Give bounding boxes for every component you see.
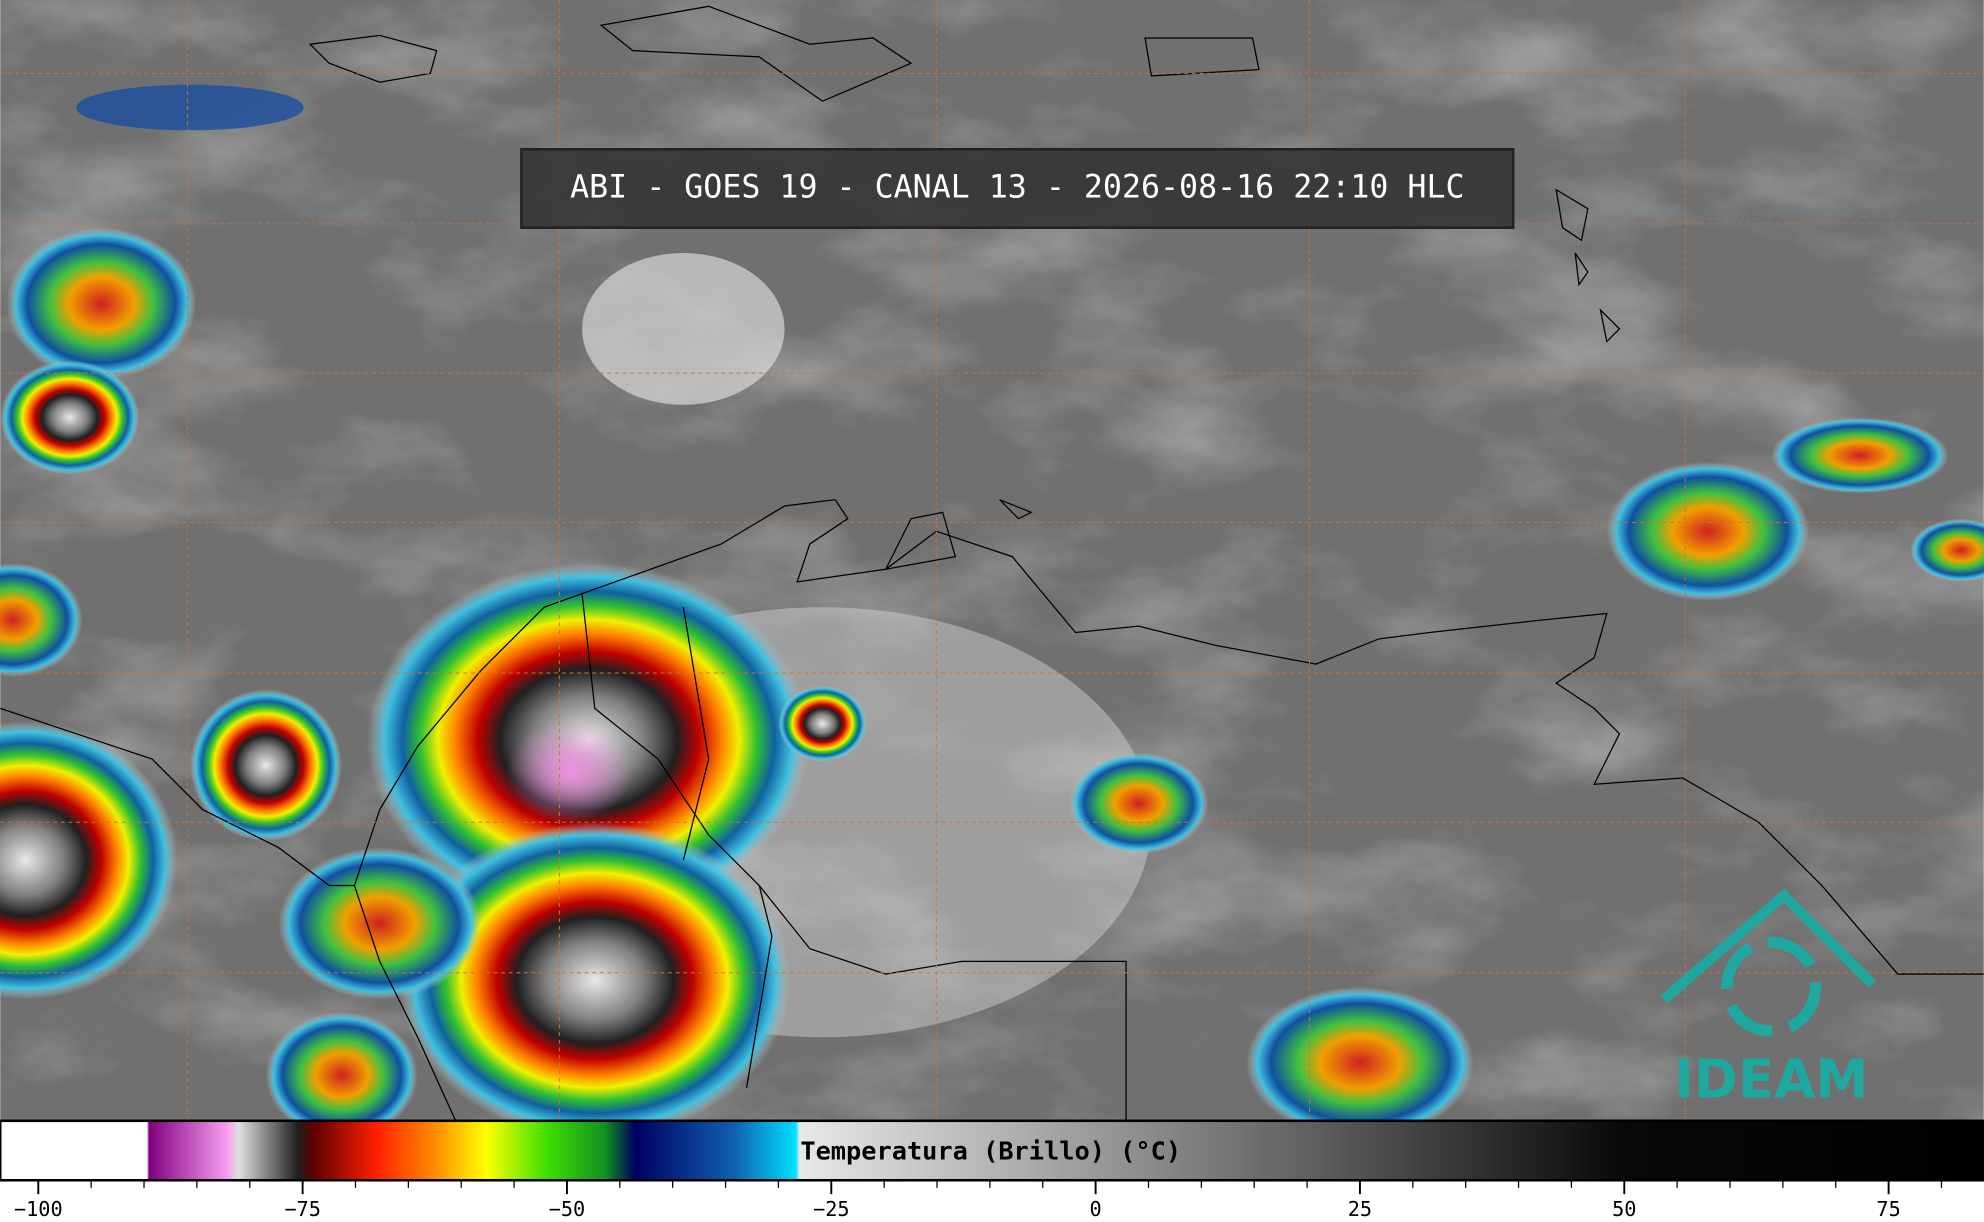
cell [0,562,83,677]
colorbar: Temperatura (Brillo) (°C) −100 −75 −50 −25 0… [0,1119,1984,1221]
tick-label: −100 [14,1197,63,1221]
logo-text: IDEAM [1674,1048,1868,1110]
tick-label: 50 [1612,1197,1636,1221]
coastlines [0,5,1984,1122]
storm [0,721,178,1000]
storm [398,822,791,1139]
cell [1771,417,1949,494]
cloud-deck [582,253,785,405]
cell [1606,461,1810,601]
coast [0,707,355,887]
tick-label: −50 [549,1197,586,1221]
title: ABI - GOES 19 - CANAL 13 - 2026-08-16 22… [570,169,1464,205]
cell [1910,518,1984,582]
title-box [520,148,1515,229]
colorbar-label: Temperatura (Brillo) (°C) [800,1136,1181,1165]
coast [480,499,1984,975]
storm [778,685,867,762]
cell [1069,752,1209,854]
tick-label: −75 [284,1197,321,1221]
tick-label: −25 [813,1197,850,1221]
logo-roof [1660,888,1877,1004]
tick-label: 0 [1090,1197,1102,1221]
coast [1555,188,1621,343]
tick-label: 25 [1348,1197,1372,1221]
cell [1246,986,1474,1139]
overshoot [506,721,633,823]
colorbar-gradient [0,1119,1984,1182]
logo-swirl [1721,936,1822,1037]
tick-label: 75 [1876,1197,1900,1221]
coast [884,499,1033,571]
logo: IDEAM [1660,888,1877,1111]
cell [76,84,304,131]
cell [265,1012,418,1139]
storm [0,360,140,475]
coast [1144,37,1260,77]
cell [6,227,197,380]
storm [189,689,342,842]
coast [308,34,438,83]
coast [599,5,913,102]
